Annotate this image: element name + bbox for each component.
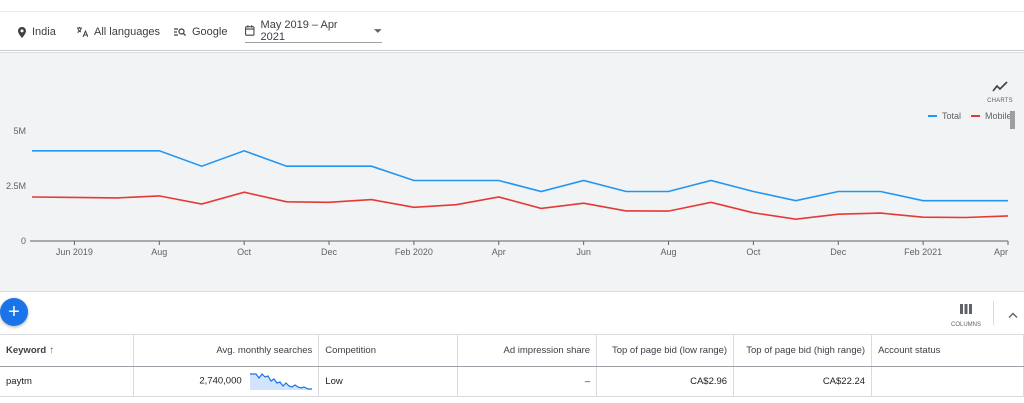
header-account-status[interactable]: Account status xyxy=(871,335,1024,367)
y-tick-label: 2.5M xyxy=(6,181,26,191)
location-label: India xyxy=(32,26,56,38)
x-tick-label: Oct xyxy=(237,247,252,257)
table-header-row: Keyword ↑ Avg. monthly searches Competiti… xyxy=(0,335,1024,367)
calendar-icon xyxy=(245,25,255,36)
cell-ad-impression-share: – xyxy=(457,366,598,397)
date-range-label: May 2019 – Apr 2021 xyxy=(260,18,338,43)
legend-item-mobile[interactable]: Mobile xyxy=(971,111,1012,121)
legend-scrollbar[interactable] xyxy=(1010,111,1015,129)
header-competition[interactable]: Competition xyxy=(318,335,459,367)
header-avg-monthly-searches[interactable]: Avg. monthly searches xyxy=(133,335,320,367)
add-keyword-button[interactable]: + xyxy=(0,298,28,326)
x-tick-label: Feb 2021 xyxy=(904,247,942,257)
cell-bid-high: CA$22.24 xyxy=(733,366,873,397)
x-tick-label: Dec xyxy=(321,247,338,257)
keyword-toolbar: + COLUMNS xyxy=(0,293,1024,335)
network-label: Google xyxy=(192,26,228,38)
y-tick-label: 5M xyxy=(13,126,26,136)
header-keyword-label: Keyword xyxy=(6,344,47,356)
search-trend-chart: 0 2.5M 5M Jun 2019 Aug Oct Dec Feb 2020 Apr Jun A… xyxy=(6,126,1009,257)
cell-competition: Low xyxy=(318,366,459,397)
trend-sparkline xyxy=(250,373,313,390)
legend-item-total[interactable]: Total xyxy=(928,111,961,121)
chart-legend: Total Mobile xyxy=(928,111,1022,121)
legend-label-mobile: Mobile xyxy=(985,111,1012,121)
x-tick-label: Oct xyxy=(746,247,761,257)
trend-line-icon xyxy=(992,81,1008,92)
mobile-series-line xyxy=(31,191,1009,221)
x-tick-label: Jun xyxy=(576,247,591,257)
toolbar-divider xyxy=(993,301,994,325)
network-filter[interactable]: Google xyxy=(174,24,227,40)
legend-swatch-mobile xyxy=(971,115,981,117)
x-tick-label: Apr xyxy=(994,247,1008,257)
cell-keyword: paytm xyxy=(0,366,135,397)
sort-arrow-up-icon: ↑ xyxy=(49,344,55,356)
avg-searches-value: 2,740,000 xyxy=(199,375,242,387)
x-tick-label: Feb 2020 xyxy=(395,247,433,257)
header-keyword[interactable]: Keyword ↑ xyxy=(0,335,135,367)
columns-icon xyxy=(960,304,972,314)
header-ad-impression-share[interactable]: Ad impression share xyxy=(457,335,598,367)
header-bid-low[interactable]: Top of page bid (low range) xyxy=(596,335,735,367)
legend-swatch-total xyxy=(928,115,937,117)
charts-button-label: CHARTS xyxy=(987,98,1013,104)
cell-account-status xyxy=(871,366,1024,397)
table-row[interactable]: paytm 2,740,000 Low – CA$2.96 CA$22.24 xyxy=(0,366,1024,397)
header-bid-high[interactable]: Top of page bid (high range) xyxy=(733,335,873,367)
translate-icon xyxy=(77,26,88,37)
y-tick-label: 0 xyxy=(21,236,26,246)
language-label: All languages xyxy=(94,26,161,38)
cell-avg-monthly-searches: 2,740,000 xyxy=(133,366,320,397)
chart-panel: 0 2.5M 5M Jun 2019 Aug Oct Dec Feb 2020 Apr Jun A… xyxy=(0,52,1024,292)
language-filter[interactable]: All languages xyxy=(76,24,160,40)
columns-button[interactable]: COLUMNS xyxy=(948,301,984,328)
x-tick-label: Jun 2019 xyxy=(56,247,93,257)
search-network-icon xyxy=(174,28,186,36)
columns-button-label: COLUMNS xyxy=(950,322,981,328)
x-tick-label: Aug xyxy=(661,247,677,257)
chevron-down-icon xyxy=(374,28,382,33)
x-tick-label: Apr xyxy=(492,247,506,257)
keyword-table: Keyword ↑ Avg. monthly searches Competiti… xyxy=(0,335,1024,397)
filter-bar: India All languages Google May 2019 – Ap… xyxy=(0,12,1024,51)
x-tick-label: Aug xyxy=(151,247,167,257)
cell-bid-low: CA$2.96 xyxy=(596,366,735,397)
location-pin-icon xyxy=(18,26,26,38)
charts-button[interactable]: CHARTS xyxy=(982,79,1018,104)
top-strip xyxy=(0,0,1024,12)
legend-label-total: Total xyxy=(942,111,962,121)
chevron-up-icon xyxy=(1008,312,1018,318)
x-tick-label: Dec xyxy=(830,247,847,257)
collapse-button[interactable] xyxy=(1008,305,1018,323)
total-series-line xyxy=(32,149,1008,202)
date-range-selector[interactable]: May 2019 – Apr 2021 xyxy=(245,18,382,43)
location-filter[interactable]: India xyxy=(18,24,56,40)
